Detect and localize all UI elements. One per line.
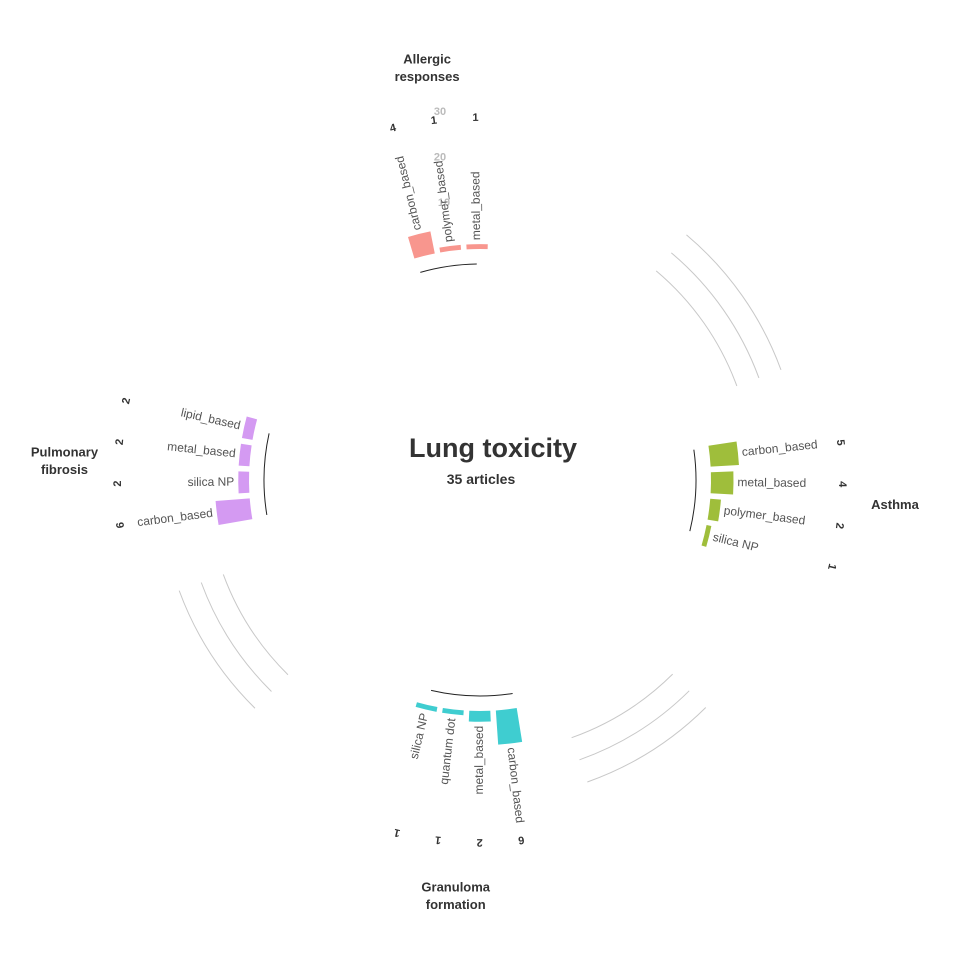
bar-label: silica NP xyxy=(711,530,760,555)
bar-label: metal_based xyxy=(167,439,237,460)
radial-tick-label: 10 xyxy=(438,197,450,209)
chart-title: Lung toxicity xyxy=(409,433,577,463)
count-label: 4 xyxy=(836,481,848,488)
bar xyxy=(439,244,462,253)
bar-label: carbon_based xyxy=(505,747,528,824)
count-label: 2 xyxy=(112,480,124,486)
count-label: 1 xyxy=(472,112,478,124)
grid-arc-0-0 xyxy=(655,270,738,387)
bar-label: lipid_based xyxy=(180,405,242,432)
grid-arc-0-2 xyxy=(686,234,782,371)
count-label: 4 xyxy=(389,122,399,135)
bars xyxy=(215,231,739,745)
bar-label: silica NP xyxy=(407,712,431,761)
bar-label: carbon_based xyxy=(392,155,424,232)
group-bracket xyxy=(689,449,697,532)
bar xyxy=(415,702,438,712)
count-label: 2 xyxy=(114,438,127,445)
bar xyxy=(468,710,491,722)
chart-subtitle: 35 articles xyxy=(447,471,516,487)
group-label: Asthma xyxy=(871,497,919,512)
bar xyxy=(408,231,435,259)
count-label: 1 xyxy=(825,562,838,571)
group-bracket xyxy=(263,433,270,516)
bar xyxy=(215,498,253,525)
bar-label: carbon_based xyxy=(741,437,818,459)
grid-arc-1-2 xyxy=(587,707,707,783)
bar-label: carbon_based xyxy=(136,506,213,529)
grid-arc-1-1 xyxy=(579,690,690,761)
group-brackets xyxy=(263,263,697,697)
group-label: Granuloma formation xyxy=(421,879,490,912)
bar xyxy=(238,471,250,494)
count-label: 5 xyxy=(834,439,847,446)
bar xyxy=(238,443,252,467)
group-bracket xyxy=(420,263,477,273)
count-label: 1 xyxy=(393,826,402,839)
group-bracket xyxy=(430,689,513,697)
radial-tick-label: 30 xyxy=(434,106,446,118)
bar xyxy=(701,525,712,547)
grid-arc-1-0 xyxy=(571,673,674,739)
bar xyxy=(710,471,734,495)
count-label: 6 xyxy=(517,833,524,846)
grid-arc-2-0 xyxy=(222,574,289,676)
bar xyxy=(708,441,739,467)
grid-arcs xyxy=(178,234,782,783)
grid-arc-0-1 xyxy=(671,252,760,379)
count-label: 1 xyxy=(434,833,441,846)
count-label: 2 xyxy=(833,522,846,530)
grid-arc-2-2 xyxy=(178,590,256,709)
grid-arc-2-1 xyxy=(200,582,272,692)
count-label: 1 xyxy=(430,115,438,128)
bar xyxy=(495,708,523,745)
bar xyxy=(466,244,488,250)
bar xyxy=(707,498,721,522)
bar-label: polymer_based xyxy=(723,503,806,527)
bar-label: polymer_based xyxy=(431,160,455,243)
bar xyxy=(442,708,464,716)
bar-label: metal_based xyxy=(468,171,483,240)
bar-label: metal_based xyxy=(472,726,486,795)
count-label: 2 xyxy=(120,397,133,406)
radial-tick-label: 20 xyxy=(434,152,446,164)
count-label: 2 xyxy=(477,836,483,848)
count-label: 6 xyxy=(114,521,127,529)
group-label: Allergic responses xyxy=(395,51,460,84)
bar xyxy=(241,416,258,440)
bar-label: silica NP xyxy=(187,475,234,489)
bar-label: metal_based xyxy=(737,475,806,490)
bar-label: quantum dot xyxy=(437,717,459,786)
group-label: Pulmonary fibrosis xyxy=(31,444,99,477)
